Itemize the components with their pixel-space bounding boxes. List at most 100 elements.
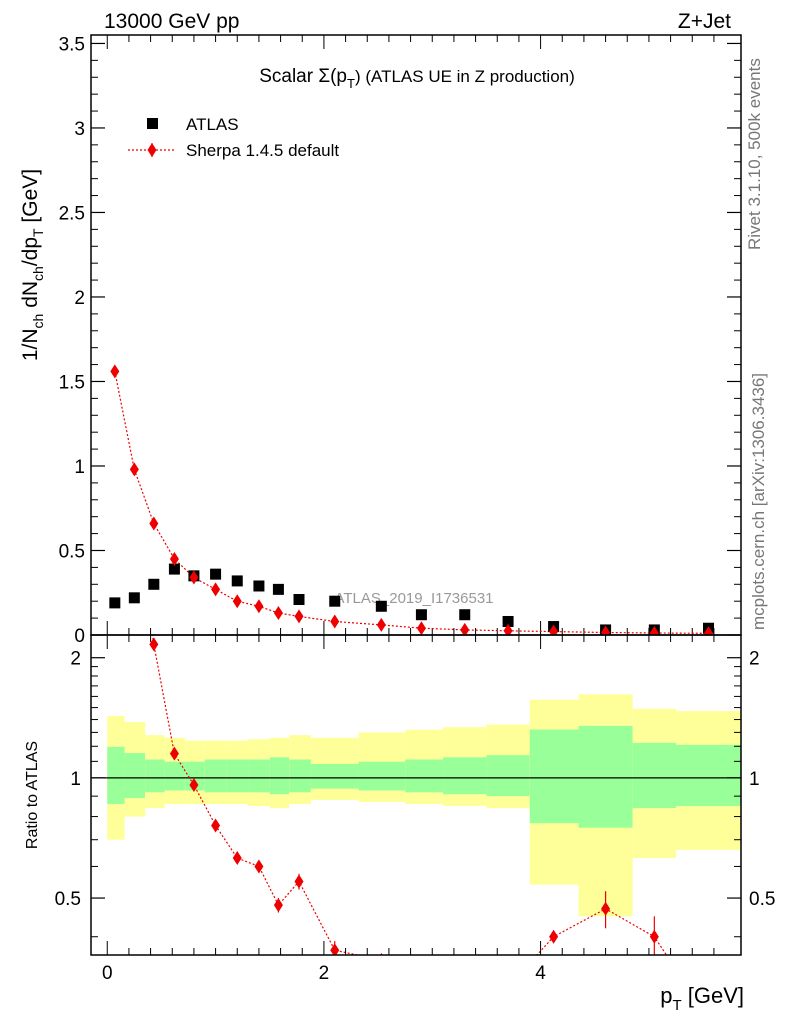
- atlas-point: [272, 583, 284, 595]
- atlas-point: [231, 575, 243, 587]
- sherpa-point: [601, 625, 611, 635]
- ratio-ylabel: Ratio to ATLAS: [24, 741, 41, 849]
- main-plot-panel: 0 0.5 1 1.5 2 2.5 3 3.5 Scalar Σ(pT) (ATLAS UE …: [19, 34, 742, 647]
- xtick-label: 2: [319, 963, 330, 984]
- band-green: [248, 759, 270, 793]
- atlas-point: [168, 563, 180, 575]
- sherpa-point: [649, 625, 659, 635]
- ratio-sherpa-point: [330, 943, 340, 955]
- band-green: [164, 761, 186, 791]
- atlas-point: [128, 592, 140, 604]
- sherpa-point: [273, 606, 283, 621]
- sherpa-point: [254, 599, 264, 614]
- ratio-ytick-label-right: 1: [749, 769, 760, 790]
- band-green: [529, 729, 579, 824]
- atlas-point: [293, 594, 305, 606]
- header-right-label: Z+Jet: [678, 10, 731, 33]
- ratio-ytick-label: 1: [70, 769, 81, 790]
- top-ytick-label: 2: [74, 288, 85, 309]
- legend-atlas-marker: [147, 118, 158, 129]
- ratio-axis-ticks: 0.5 0.5 1 1 2 2 0 2 4: [55, 635, 775, 984]
- xtick-label: 4: [535, 963, 546, 984]
- ratio-sherpa-point: [460, 1011, 469, 1024]
- top-ytick-label: 3: [74, 119, 85, 140]
- ratio-sherpa-point: [189, 777, 199, 792]
- band-green: [443, 757, 487, 795]
- sherpa-point: [294, 609, 304, 624]
- ratio-ytick-label: 0.5: [55, 889, 81, 910]
- top-ylabel: 1/Nch dNch/dpT [GeV]: [19, 169, 46, 361]
- ratio-data-layer: [110, 410, 713, 1024]
- ratio-sherpa-point: [149, 637, 159, 652]
- sherpa-point: [189, 570, 199, 585]
- band-green: [310, 763, 359, 789]
- sherpa-point: [211, 582, 221, 597]
- ratio-sherpa-point: [504, 980, 513, 994]
- ratio-ytick-label: 2: [70, 649, 81, 670]
- sherpa-point: [149, 516, 159, 531]
- ratio-sherpa-point: [649, 929, 659, 944]
- top-data-layer: [109, 364, 714, 635]
- top-axis-ticks: 0 0.5 1 1.5 2 2.5 3 3.5: [59, 34, 741, 647]
- ratio-uncertainty-bands: [107, 694, 741, 917]
- sherpa-point: [330, 614, 340, 629]
- ratio-sherpa-point: [211, 818, 221, 833]
- ratio-sherpa-point: [601, 901, 611, 916]
- sherpa-point: [416, 621, 426, 635]
- legend-sherpa-label: Sherpa 1.4.5 default: [186, 141, 339, 160]
- sherpa-point: [129, 462, 139, 477]
- ratio-sherpa-point: [704, 1011, 713, 1024]
- top-ytick-label: 0: [74, 626, 85, 647]
- sherpa-point: [549, 624, 559, 635]
- ratio-sherpa-point: [254, 859, 264, 874]
- xtick-label: 0: [102, 963, 113, 984]
- band-green: [124, 753, 146, 799]
- sherpa-point: [503, 623, 513, 635]
- analysis-watermark: ATLAS_2019_I1736531: [334, 590, 493, 607]
- atlas-point: [148, 578, 160, 590]
- atlas-point: [459, 609, 471, 621]
- top-ytick-label: 2.5: [59, 203, 85, 224]
- atlas-point: [375, 600, 387, 612]
- atlas-point: [415, 609, 427, 621]
- legend: ATLAS Sherpa 1.4.5 default: [128, 115, 339, 160]
- sherpa-point: [704, 626, 713, 635]
- chart-title: Scalar Σ(pT) (ATLAS UE in Z production): [259, 66, 575, 91]
- atlas-point: [329, 595, 341, 607]
- ratio-sherpa-point: [549, 929, 559, 944]
- band-green: [185, 761, 205, 791]
- atlas-point: [502, 615, 514, 627]
- band-green: [632, 742, 676, 809]
- band-green: [107, 746, 125, 805]
- sherpa-point: [376, 617, 386, 632]
- ratio-sherpa-point: [169, 746, 179, 761]
- legend-atlas-label: ATLAS: [186, 115, 239, 134]
- band-green: [226, 759, 249, 793]
- band-green: [145, 759, 165, 793]
- ratio-panel-frame: [90, 634, 742, 956]
- ratio-sherpa-point: [417, 963, 426, 977]
- side-mcplots-label: mcplots.cern.ch [arXiv:1306.3436]: [749, 373, 768, 630]
- header-left-label: 13000 GeV pp: [104, 10, 239, 33]
- band-green: [405, 759, 444, 793]
- band-green: [578, 725, 633, 828]
- ratio-plot-panel: 0.5 0.51 12 20 2 4 Ratio to ATLAS: [24, 410, 775, 1024]
- atlas-point: [210, 568, 222, 580]
- sherpa-point: [232, 594, 242, 609]
- ratio-sherpa-point: [273, 898, 283, 913]
- ratio-ytick-label-right: 0.5: [749, 889, 775, 910]
- band-green: [358, 761, 406, 791]
- band-green: [676, 744, 741, 807]
- top-ytick-label: 0.5: [59, 541, 85, 562]
- ratio-sherpa-point: [110, 410, 119, 424]
- atlas-point: [253, 580, 265, 592]
- ratio-sherpa-point: [130, 514, 139, 528]
- side-rivet-label: Rivet 3.1.10, 500k events: [745, 58, 764, 250]
- ratio-sherpa-point: [232, 850, 242, 865]
- legend-sherpa-marker: [147, 143, 157, 157]
- band-green: [269, 757, 290, 795]
- ratio-sherpa-point: [294, 874, 304, 889]
- band-green: [289, 759, 311, 793]
- top-ytick-label: 1: [74, 457, 85, 478]
